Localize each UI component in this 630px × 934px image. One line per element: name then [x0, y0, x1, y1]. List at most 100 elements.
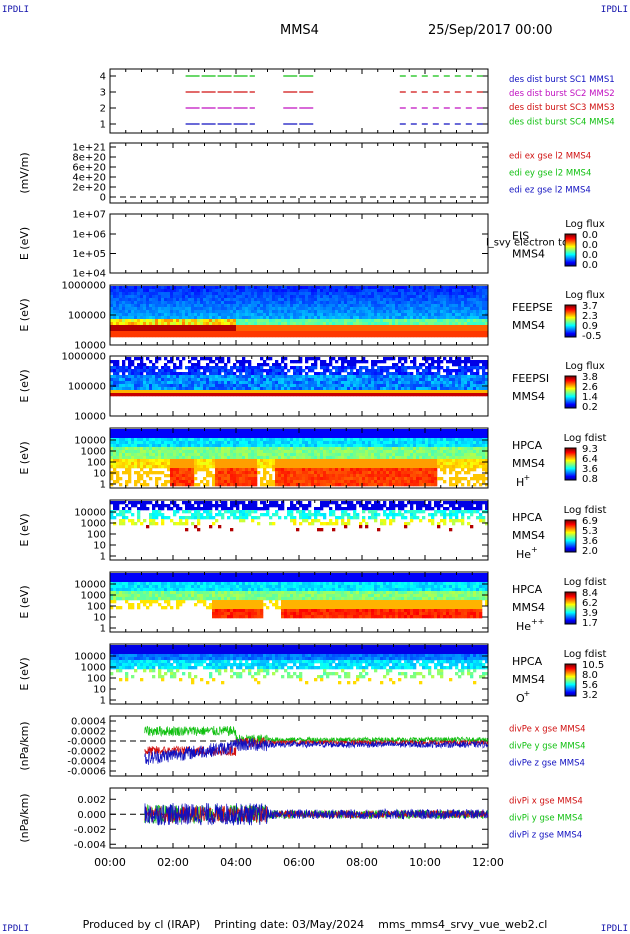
colorbar-swatch	[565, 526, 576, 528]
colorbar-swatch	[565, 457, 576, 459]
colorbar-swatch	[565, 693, 576, 695]
y-tick-label: -0.002	[74, 825, 106, 836]
y-axis-label: E (eV)	[18, 441, 31, 474]
colorbar-swatch	[565, 317, 576, 319]
corner-label-top-right: IPDLI	[600, 5, 628, 15]
legend-entry: edi ex gse l2 MMS4	[509, 151, 591, 161]
colorbar-swatch	[565, 475, 576, 477]
colorbar-swatch	[565, 606, 576, 608]
y-axis-label: (mV/m)	[18, 152, 31, 193]
colorbar-swatch	[565, 376, 576, 378]
colorbar-swatch	[565, 242, 576, 244]
colorbar-tick-label: 8.4	[582, 588, 598, 599]
colorbar-swatch	[565, 534, 576, 536]
y-tick-label: -0.0006	[67, 767, 106, 778]
y-tick-label: 1000000	[61, 352, 106, 363]
colorbar-swatch	[565, 400, 576, 402]
y-tick-label: 1000000	[61, 281, 106, 292]
colorbar-swatch	[565, 379, 576, 381]
colorbar-swatch	[565, 617, 576, 619]
colorbar-tick-label: 6.4	[582, 454, 598, 465]
colorbar-swatch	[565, 612, 576, 614]
instrument-label: HPCA	[512, 655, 543, 668]
colorbar-swatch	[565, 394, 576, 396]
colorbar-swatch	[565, 314, 576, 316]
colorbar-swatch	[565, 608, 576, 610]
colorbar-swatch	[565, 388, 576, 390]
colorbar-swatch	[565, 531, 576, 533]
colorbar-swatch	[565, 596, 576, 598]
colorbar-swatch	[565, 527, 576, 529]
colorbar-swatch	[565, 463, 576, 465]
colorbar-swatch	[565, 243, 576, 245]
feepsi-pixels	[110, 357, 489, 397]
colorbar-swatch	[565, 609, 576, 611]
colorbar-tick-label: 0.2	[582, 402, 598, 413]
colorbar-swatch	[565, 377, 576, 379]
colorbar-swatch	[565, 542, 576, 544]
hpca-o-pixels	[110, 645, 489, 685]
colorbar-swatch	[565, 308, 576, 310]
colorbar-swatch	[565, 603, 576, 605]
y-tick-label: 10000	[74, 341, 106, 352]
colorbar-swatch	[565, 594, 576, 596]
date-title: 25/Sep/2017 00:00	[428, 23, 553, 38]
colorbar-swatch	[565, 326, 576, 328]
colorbar-swatch	[565, 249, 576, 251]
colorbar-swatch	[565, 335, 576, 337]
colorbar-swatch	[565, 535, 576, 537]
colorbar-swatch	[565, 543, 576, 545]
colorbar-title: Log fdist	[564, 505, 607, 516]
legend-entry: divPi y gse MMS4	[509, 814, 583, 824]
y-tick-label: 10	[93, 685, 106, 696]
colorbar-tick-label: 0.0	[582, 240, 598, 251]
instrument-label: HPCA	[512, 583, 543, 596]
colorbar-swatch	[565, 310, 576, 312]
colorbar-swatch	[565, 252, 576, 254]
colorbar-tick-label: 8.0	[582, 670, 598, 681]
colorbar-swatch	[565, 688, 576, 690]
colorbar-swatch	[565, 614, 576, 616]
y-tick-label: 10000	[74, 652, 106, 663]
corner-label-bottom-left: IPDLI	[2, 924, 30, 934]
colorbar-swatch	[565, 459, 576, 461]
colorbar-swatch	[565, 620, 576, 622]
species-charge: ++	[531, 617, 544, 626]
panel-frame-1	[109, 142, 489, 204]
colorbar-swatch	[565, 382, 576, 384]
y-tick-label: 1e+06	[72, 230, 106, 241]
colorbar-swatch	[565, 450, 576, 452]
colorbar-swatch	[565, 675, 576, 677]
colorbar-swatch	[565, 305, 576, 307]
colorbar-title: Log flux	[565, 219, 605, 230]
colorbar-swatch	[565, 315, 576, 317]
feepse-pixels	[110, 286, 489, 338]
colorbar-swatch	[565, 240, 576, 242]
colorbar-swatch	[565, 477, 576, 479]
colorbar-swatch	[565, 473, 576, 475]
y-tick-label: 10	[93, 469, 106, 480]
colorbar-swatch	[565, 686, 576, 688]
colorbar-swatch	[565, 237, 576, 239]
colorbar-swatch	[565, 334, 576, 336]
panel-frame-2	[109, 213, 489, 274]
colorbar-swatch	[565, 618, 576, 620]
instrument-label: FEEPSE	[512, 301, 553, 314]
colorbar-tick-label: -0.5	[582, 331, 602, 342]
colorbar-swatch	[565, 328, 576, 330]
colorbar-tick-label: 0.0	[582, 250, 598, 261]
colorbar-swatch	[565, 311, 576, 313]
x-tick-label: 04:00	[220, 856, 252, 869]
colorbar-swatch	[565, 548, 576, 550]
colorbar-swatch	[565, 261, 576, 263]
colorbar-swatch	[565, 405, 576, 407]
colorbar-frame	[564, 375, 577, 409]
colorbar-swatch	[565, 263, 576, 265]
colorbar-swatch	[565, 239, 576, 241]
species-label: He	[516, 620, 531, 633]
colorbar-tick-label: 1.4	[582, 392, 598, 403]
colorbar-swatch	[565, 331, 576, 333]
colorbar-swatch	[565, 406, 576, 408]
colorbar-swatch	[565, 547, 576, 549]
y-tick-label: 10000	[74, 436, 106, 447]
